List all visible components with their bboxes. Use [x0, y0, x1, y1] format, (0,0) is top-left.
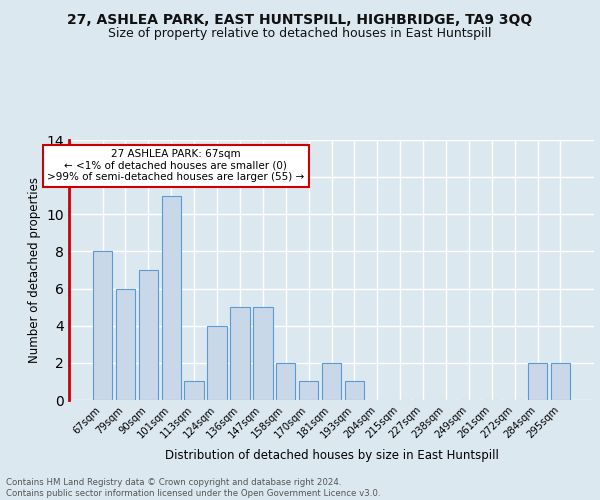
Y-axis label: Number of detached properties: Number of detached properties — [28, 177, 41, 363]
Bar — [253, 307, 272, 400]
Bar — [184, 382, 204, 400]
Bar — [161, 196, 181, 400]
Bar — [139, 270, 158, 400]
Text: Size of property relative to detached houses in East Huntspill: Size of property relative to detached ho… — [108, 28, 492, 40]
Bar — [116, 288, 135, 400]
Bar — [528, 363, 547, 400]
Text: 27, ASHLEA PARK, EAST HUNTSPILL, HIGHBRIDGE, TA9 3QQ: 27, ASHLEA PARK, EAST HUNTSPILL, HIGHBRI… — [67, 12, 533, 26]
Bar — [230, 307, 250, 400]
Bar — [551, 363, 570, 400]
Bar — [344, 382, 364, 400]
X-axis label: Distribution of detached houses by size in East Huntspill: Distribution of detached houses by size … — [164, 449, 499, 462]
Text: Contains HM Land Registry data © Crown copyright and database right 2024.
Contai: Contains HM Land Registry data © Crown c… — [6, 478, 380, 498]
Bar — [276, 363, 295, 400]
Bar — [322, 363, 341, 400]
Bar — [299, 382, 319, 400]
Bar — [208, 326, 227, 400]
Bar — [93, 252, 112, 400]
Text: 27 ASHLEA PARK: 67sqm
← <1% of detached houses are smaller (0)
>99% of semi-deta: 27 ASHLEA PARK: 67sqm ← <1% of detached … — [47, 150, 304, 182]
